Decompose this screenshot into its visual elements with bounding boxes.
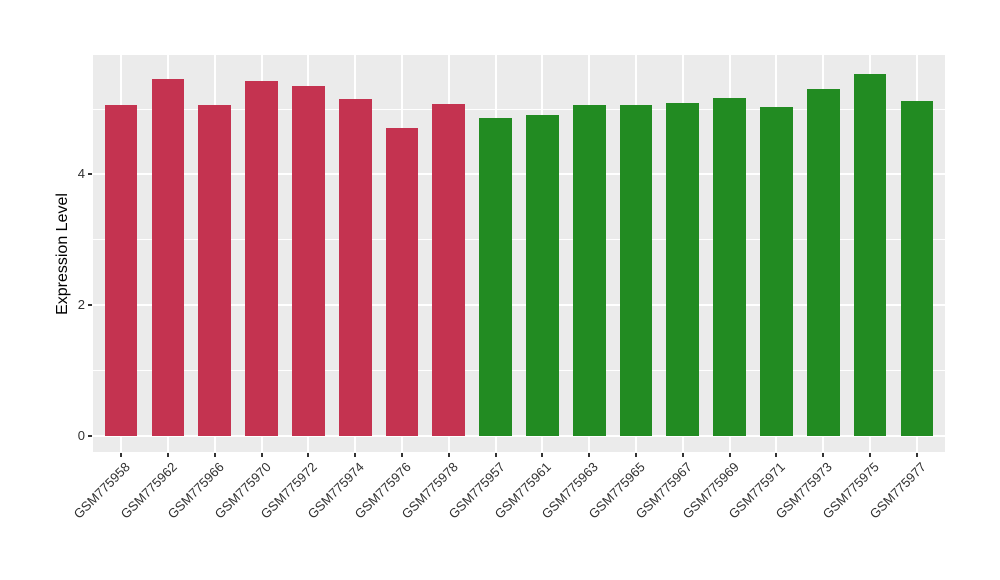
bar-GSM775962 [151,79,185,436]
bar-GSM775976 [385,128,419,436]
x-tick-mark [822,453,825,457]
x-tick-mark [120,453,123,457]
bar-GSM775970 [245,81,278,436]
x-tick-mark [588,453,591,457]
x-tick-mark [681,453,684,457]
bar-GSM775977 [900,101,934,436]
bar-GSM775963 [572,105,606,436]
bar-GSM775957 [479,118,512,436]
bar-GSM775966 [198,105,232,436]
bar-GSM775978 [432,104,466,436]
y-tick-mark [88,303,92,306]
plot-panel [93,55,945,452]
x-tick-mark [166,453,169,457]
x-tick-mark [307,453,310,457]
y-tick-label-2: 2 [77,296,85,312]
bar-GSM775975 [853,73,887,436]
x-tick-mark [213,453,216,457]
bar-GSM775971 [760,107,793,436]
x-tick-mark [447,453,450,457]
major-gridline [93,303,945,306]
x-tick-mark [494,453,497,457]
y-tick-mark [88,173,92,176]
x-tick-mark [354,453,357,457]
bar-GSM775958 [104,105,138,436]
x-tick-mark [635,453,638,457]
y-axis-title: Expression Level [54,192,71,315]
x-tick-mark [728,453,731,457]
minor-gridline [93,239,945,241]
x-tick-mark [260,453,263,457]
y-tick-label-4: 4 [77,166,85,182]
bar-GSM775967 [666,103,700,436]
minor-gridline [93,108,945,110]
x-tick-mark [775,453,778,457]
y-tick-mark [88,434,92,437]
minor-gridline [93,370,945,372]
bar-GSM775972 [291,86,325,436]
x-tick-mark [869,453,872,457]
x-tick-mark [915,453,918,457]
y-tick-label-0: 0 [77,427,85,443]
bar-GSM775969 [713,97,747,436]
bar-GSM775973 [806,89,840,436]
bar-GSM775974 [338,98,372,436]
bar-GSM775965 [619,105,653,436]
major-gridline [93,173,945,176]
x-tick-mark [541,453,544,457]
major-gridline [93,434,945,437]
bar-GSM775961 [526,115,559,436]
x-tick-mark [400,453,403,457]
